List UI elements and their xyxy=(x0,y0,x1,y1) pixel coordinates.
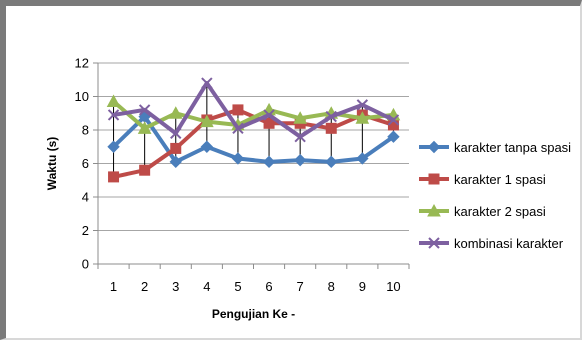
y-tick-label: 8 xyxy=(82,123,89,138)
data-point xyxy=(138,104,151,116)
series-line xyxy=(111,114,396,164)
data-point xyxy=(356,152,369,165)
data-point xyxy=(169,155,182,169)
legend-entry: kombinasi karakter xyxy=(419,236,564,251)
data-point xyxy=(355,111,370,124)
y-tick-label: 0 xyxy=(82,257,89,272)
x-tick-label: 6 xyxy=(265,279,272,294)
x-tick-label: 7 xyxy=(297,279,304,294)
legend-label: karakter 2 spasi xyxy=(454,204,546,219)
x-tick-label: 4 xyxy=(203,279,210,294)
data-point xyxy=(168,106,183,119)
data-point xyxy=(325,155,338,169)
data-point xyxy=(107,140,120,153)
legend-marker xyxy=(428,173,440,185)
legend-label: karakter 1 spasi xyxy=(454,172,546,187)
legend-label: karakter tanpa spasi xyxy=(454,140,571,155)
y-tick-label: 6 xyxy=(82,156,89,171)
data-point xyxy=(232,104,244,116)
y-axis-label: Waktu (s) xyxy=(45,137,59,191)
data-point xyxy=(200,140,214,153)
data-point xyxy=(200,114,214,128)
data-point xyxy=(170,127,182,140)
data-point xyxy=(294,130,306,143)
legend: karakter tanpa spasi karakter 1 spasi kara… xyxy=(419,140,571,251)
legend-marker xyxy=(428,237,440,249)
axes xyxy=(93,62,410,269)
x-tick-label: 5 xyxy=(234,279,241,294)
data-point xyxy=(387,114,400,126)
series-3 xyxy=(107,77,400,143)
legend-marker xyxy=(427,140,441,154)
legend-entry: karakter 1 spasi xyxy=(419,172,546,187)
data-point xyxy=(293,153,307,167)
data-point xyxy=(387,130,400,143)
x-tick-label: 9 xyxy=(359,279,366,294)
legend-marker xyxy=(427,203,441,217)
data-point xyxy=(232,122,244,135)
legend-label: kombinasi karakter xyxy=(454,236,564,251)
series-0 xyxy=(107,110,400,169)
data-point xyxy=(231,152,245,165)
data-point xyxy=(293,111,307,124)
legend-entry: karakter tanpa spasi xyxy=(419,140,571,155)
data-point xyxy=(107,109,120,121)
y-tick-label: 4 xyxy=(82,190,89,205)
data-point xyxy=(139,164,151,176)
y-tick-label: 2 xyxy=(82,223,89,238)
data-point xyxy=(356,99,369,111)
data-point xyxy=(106,94,121,108)
data-point xyxy=(108,171,120,183)
gridlines xyxy=(98,62,409,231)
data-point xyxy=(201,77,213,89)
data-point xyxy=(325,122,337,134)
series-line xyxy=(111,81,396,139)
data-point xyxy=(262,155,276,169)
y-tick-label: 12 xyxy=(75,56,89,71)
x-tick-label: 3 xyxy=(172,279,179,294)
x-tick-label: 1 xyxy=(110,279,117,294)
data-point xyxy=(263,109,275,121)
x-tick-label: 10 xyxy=(386,279,400,294)
data-point xyxy=(170,142,182,154)
data-point xyxy=(263,117,275,129)
series-layer xyxy=(106,77,401,183)
x-axis-label: Pengujian Ke - xyxy=(212,307,295,321)
y-tick-label: 10 xyxy=(75,89,89,104)
x-tick-label: 8 xyxy=(328,279,335,294)
data-point xyxy=(325,110,337,123)
data-point xyxy=(137,121,152,134)
legend-entry: karakter 2 spasi xyxy=(419,203,546,219)
x-tick-label: 2 xyxy=(141,279,148,294)
